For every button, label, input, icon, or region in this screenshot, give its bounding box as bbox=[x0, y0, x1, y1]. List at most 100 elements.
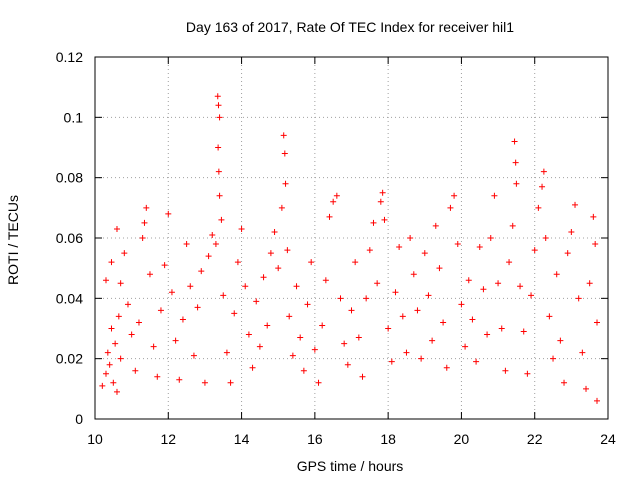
data-point bbox=[124, 301, 131, 308]
data-point bbox=[330, 198, 337, 205]
data-point bbox=[297, 334, 304, 341]
data-point bbox=[586, 280, 593, 287]
data-point bbox=[517, 283, 524, 290]
data-point bbox=[542, 235, 549, 241]
data-point bbox=[108, 325, 115, 332]
data-point bbox=[381, 216, 388, 223]
x-tick-label: 16 bbox=[307, 431, 323, 447]
data-point bbox=[121, 250, 128, 257]
x-tick-label: 20 bbox=[454, 431, 470, 447]
data-point bbox=[300, 367, 307, 374]
chart-title: Day 163 of 2017, Rate Of TEC Index for r… bbox=[186, 19, 514, 35]
data-point bbox=[102, 277, 109, 284]
data-point bbox=[214, 93, 221, 100]
data-point bbox=[550, 355, 557, 362]
data-point bbox=[308, 259, 315, 266]
data-point bbox=[512, 159, 519, 166]
data-point bbox=[432, 222, 439, 229]
data-point bbox=[388, 358, 395, 365]
data-point bbox=[564, 250, 571, 257]
data-point bbox=[557, 337, 564, 344]
data-point bbox=[201, 379, 208, 386]
data-point bbox=[425, 292, 432, 299]
data-point bbox=[377, 198, 384, 205]
data-point bbox=[168, 289, 175, 296]
data-point bbox=[374, 280, 381, 287]
data-point bbox=[491, 192, 498, 199]
data-point bbox=[528, 292, 535, 299]
data-point bbox=[187, 283, 194, 290]
x-tick-label: 18 bbox=[380, 431, 396, 447]
data-point bbox=[540, 168, 547, 175]
y-tick-label: 0.06 bbox=[56, 230, 83, 246]
y-tick-label: 0.08 bbox=[56, 170, 83, 186]
data-point bbox=[215, 144, 222, 151]
data-point bbox=[194, 304, 201, 311]
data-point bbox=[520, 328, 527, 335]
data-point bbox=[399, 313, 406, 320]
data-point bbox=[216, 192, 223, 199]
data-point bbox=[322, 277, 329, 284]
data-point bbox=[267, 250, 274, 257]
data-point bbox=[249, 364, 256, 371]
data-point bbox=[311, 346, 318, 353]
x-tick-label: 14 bbox=[234, 431, 250, 447]
data-point bbox=[172, 337, 179, 344]
data-point bbox=[495, 280, 502, 287]
data-point bbox=[462, 343, 469, 350]
data-point bbox=[410, 271, 417, 278]
x-tick-label: 10 bbox=[87, 431, 103, 447]
data-point bbox=[436, 265, 443, 272]
data-point bbox=[112, 340, 119, 347]
data-point bbox=[421, 250, 428, 257]
data-point bbox=[141, 219, 148, 226]
data-point bbox=[117, 355, 124, 362]
data-point bbox=[102, 370, 109, 377]
x-tick-label: 22 bbox=[527, 431, 543, 447]
data-point bbox=[480, 286, 487, 293]
data-point bbox=[143, 204, 150, 211]
data-point bbox=[465, 277, 472, 284]
data-point bbox=[341, 340, 348, 347]
data-point bbox=[454, 241, 461, 248]
data-point bbox=[447, 204, 454, 211]
data-point bbox=[176, 376, 183, 383]
data-point bbox=[443, 364, 450, 371]
axis-ticks: 10 12 14 16 18 20 22 24 0 0.02 0.04 0.06 0.08 0.1 0.12 bbox=[56, 49, 616, 447]
data-point bbox=[590, 213, 597, 220]
data-point bbox=[99, 382, 106, 389]
data-point bbox=[366, 247, 373, 254]
data-point bbox=[476, 244, 483, 251]
data-point bbox=[379, 189, 386, 196]
data-point bbox=[594, 319, 601, 326]
data-point bbox=[553, 271, 560, 278]
data-point bbox=[231, 310, 238, 317]
data-point bbox=[198, 268, 205, 275]
data-point bbox=[150, 343, 157, 350]
data-point bbox=[157, 307, 164, 314]
data-point bbox=[209, 231, 216, 238]
data-point bbox=[509, 222, 516, 229]
data-point bbox=[363, 295, 370, 302]
data-point bbox=[539, 183, 546, 190]
data-point bbox=[333, 192, 340, 199]
data-point bbox=[348, 307, 355, 314]
data-point bbox=[337, 295, 344, 302]
data-point bbox=[281, 150, 288, 157]
data-point bbox=[139, 235, 146, 241]
x-tick-label: 12 bbox=[160, 431, 176, 447]
data-point bbox=[473, 358, 480, 365]
data-point bbox=[359, 373, 366, 380]
data-point bbox=[561, 379, 568, 386]
data-point bbox=[319, 322, 326, 329]
data-point bbox=[304, 301, 311, 308]
data-point bbox=[315, 379, 322, 386]
data-point bbox=[594, 397, 601, 404]
data-point bbox=[104, 349, 111, 356]
data-point bbox=[165, 210, 172, 217]
x-axis-label: GPS time / hours bbox=[297, 458, 404, 474]
data-point bbox=[113, 225, 120, 232]
data-point bbox=[344, 361, 351, 368]
data-point bbox=[190, 352, 197, 359]
data-point bbox=[403, 349, 410, 356]
